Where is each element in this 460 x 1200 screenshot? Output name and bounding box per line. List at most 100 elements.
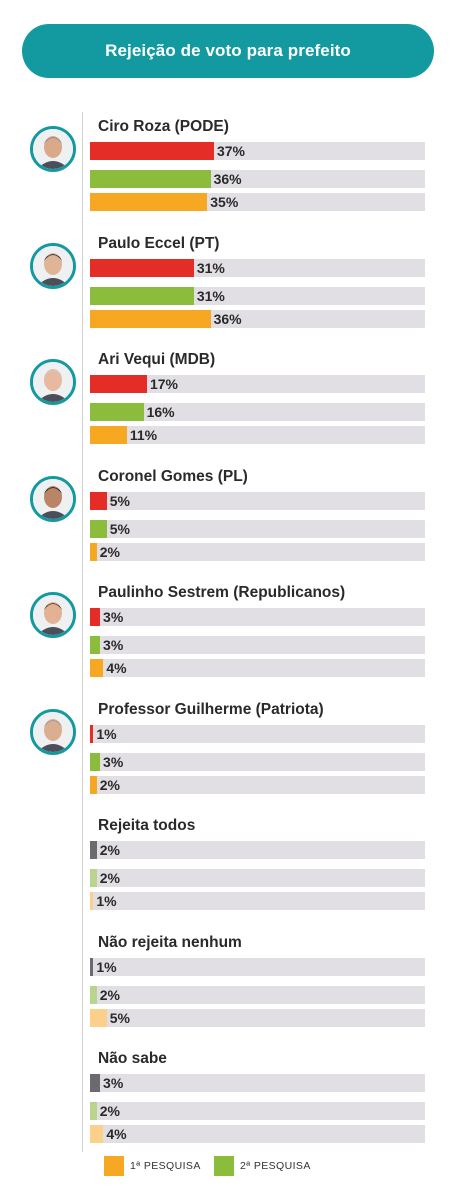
bar (90, 1102, 97, 1120)
candidate-group: Professor Guilherme (Patriota) 1% 3% 2% (0, 701, 460, 811)
bar-value-label: 4% (106, 1126, 127, 1142)
bar-value-label: 3% (103, 637, 124, 653)
bar (90, 542, 97, 561)
bar (90, 841, 97, 859)
candidate-group: Ari Vequi (MDB) 17% 16% 11% (0, 351, 460, 461)
bar (90, 426, 127, 444)
bar (90, 659, 104, 677)
bar-track: 37% (90, 142, 425, 160)
candidate-group: Paulo Eccel (PT) 31% 31% 36% (0, 235, 460, 345)
bar (90, 142, 214, 160)
bar-value-label: 16% (146, 404, 175, 420)
bar-track: 2% (90, 869, 425, 887)
bar (90, 286, 194, 305)
bar-track: 3% (90, 1074, 425, 1092)
bar-track: 35% (90, 193, 425, 211)
avatar (30, 475, 76, 522)
bar-track: 4% (90, 659, 425, 677)
bar (90, 170, 211, 188)
chart-title: Rejeição de voto para prefeito (105, 41, 351, 60)
bar-track: 5% (90, 519, 425, 538)
bar-track: 3% (90, 636, 425, 654)
candidate-name: Ari Vequi (MDB) (98, 351, 216, 368)
bar-track: 2% (90, 542, 425, 561)
bar-track: 2% (90, 775, 425, 794)
candidate-group: Coronel Gomes (PL) 5% 5% 2% (0, 468, 460, 578)
bar (90, 375, 147, 393)
bar-value-label: 1% (96, 725, 117, 742)
bar-track: 11% (90, 426, 425, 444)
bar-track: 16% (90, 403, 425, 421)
legend-label: 2ª PESQUISA (240, 1160, 311, 1172)
bar-track: 36% (90, 170, 425, 188)
candidate-name: Não rejeita nenhum (98, 933, 242, 951)
bar-track: 31% (90, 258, 425, 277)
bar-value-label: 2% (99, 776, 120, 793)
legend-swatch (214, 1156, 234, 1176)
bar-value-label: 3% (103, 753, 124, 770)
bar-value-label: 3% (103, 1075, 124, 1091)
candidate-name: Coronel Gomes (PL) (98, 467, 248, 485)
legend-swatch (104, 1156, 124, 1176)
bar-track: 5% (90, 1008, 425, 1027)
bar-value-label: 1% (96, 893, 117, 909)
bar (90, 752, 101, 771)
legend-label: 1ª PESQUISA (130, 1160, 201, 1172)
bar (90, 491, 107, 510)
bar-value-label: 37% (216, 143, 245, 159)
bar-value-label: 36% (213, 171, 242, 187)
bar-value-label: 31% (196, 259, 225, 276)
bar-track: 4% (90, 1125, 425, 1143)
bar (90, 775, 97, 794)
bar (90, 1074, 101, 1092)
avatar (30, 359, 76, 405)
bar (90, 892, 94, 910)
bar (90, 258, 194, 277)
bar (90, 1125, 104, 1143)
bar-value-label: 1% (96, 958, 117, 975)
bar-value-label: 2% (99, 1103, 120, 1119)
bar-value-label: 31% (196, 287, 225, 304)
bar (90, 985, 97, 1004)
bar (90, 608, 101, 626)
bar-track: 3% (90, 608, 425, 626)
bar-track: 5% (90, 491, 425, 510)
candidate-group: Não sabe 3% 2% 4% (0, 1050, 460, 1160)
bar-track: 1% (90, 892, 425, 910)
bar-value-label: 5% (109, 520, 130, 537)
bar (90, 309, 211, 328)
candidate-name: Rejeita todos (98, 817, 196, 834)
bar-track: 2% (90, 1102, 425, 1120)
bar-track: 17% (90, 375, 425, 393)
candidate-name: Não sabe (98, 1050, 167, 1067)
candidate-group: Ciro Roza (PODE) 37% 36% 35% (0, 118, 460, 228)
candidate-group: Não rejeita nenhum 1% 2% 5% (0, 934, 460, 1044)
legend-item: 1ª PESQUISA (104, 1156, 201, 1176)
bar-value-label: 5% (109, 492, 130, 509)
candidate-name: Paulo Eccel (PT) (98, 234, 220, 252)
candidate-group: Paulinho Sestrem (Republicanos) 3% 3% 4% (0, 584, 460, 694)
candidate-name: Ciro Roza (PODE) (98, 118, 229, 135)
bar-value-label: 2% (99, 543, 120, 560)
bar-track: 31% (90, 286, 425, 305)
legend-item: 2ª PESQUISA (214, 1156, 311, 1176)
avatar (30, 242, 76, 289)
avatar (30, 708, 76, 755)
bar-value-label: 5% (109, 1009, 130, 1026)
candidate-name: Professor Guilherme (Patriota) (98, 700, 324, 718)
bar-track: 1% (90, 957, 425, 976)
bar-track: 2% (90, 841, 425, 859)
bar (90, 403, 144, 421)
candidate-name: Paulinho Sestrem (Republicanos) (98, 584, 346, 601)
bar (90, 519, 107, 538)
bar-value-label: 2% (99, 870, 120, 886)
bar-value-label: 2% (99, 986, 120, 1003)
avatar (30, 126, 76, 172)
candidate-group: Rejeita todos 2% 2% 1% (0, 817, 460, 927)
bar (90, 957, 94, 976)
bar-value-label: 36% (213, 310, 242, 327)
avatar (30, 592, 76, 638)
bar (90, 724, 94, 743)
bar-track: 3% (90, 752, 425, 771)
